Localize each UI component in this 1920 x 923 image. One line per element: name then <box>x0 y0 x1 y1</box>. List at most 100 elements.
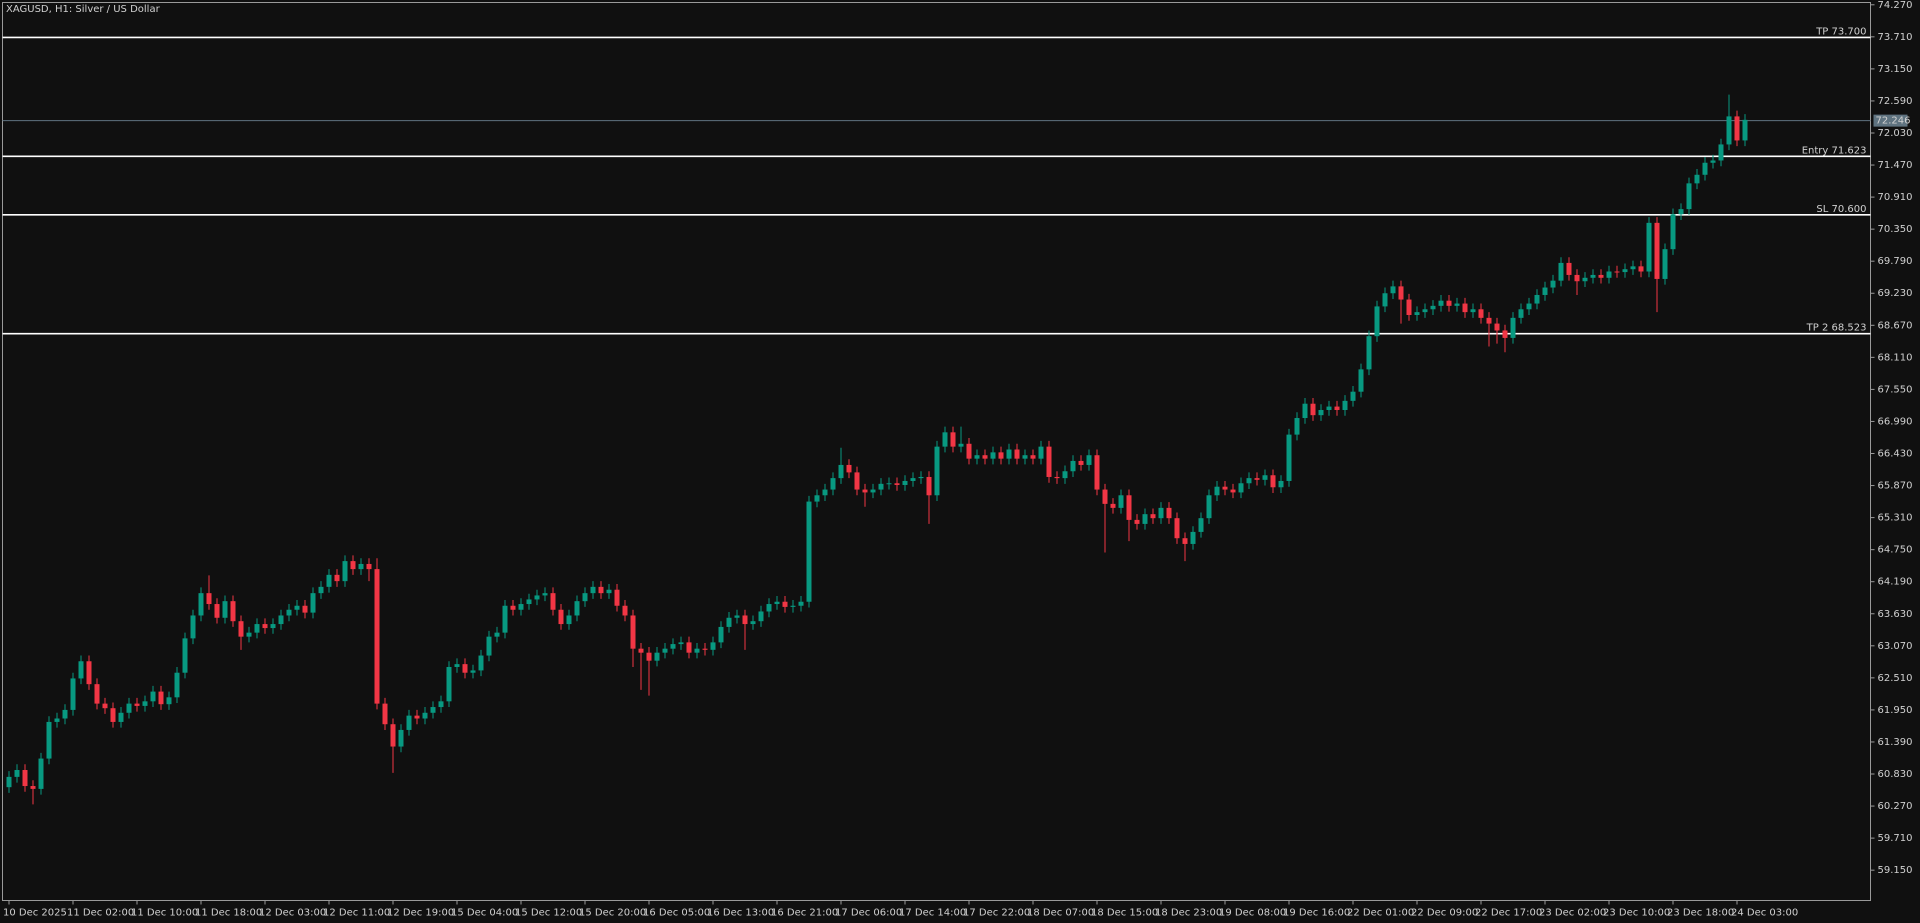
candle-body <box>310 593 316 613</box>
y-tick-label: 60.830 <box>1878 769 1913 780</box>
y-tick-label: 61.950 <box>1878 705 1913 716</box>
candle-body <box>302 605 308 613</box>
candle-body <box>1118 495 1124 508</box>
candle-body <box>1558 262 1564 281</box>
candle-body <box>1070 460 1076 472</box>
candle-body <box>558 609 564 625</box>
y-tick-label: 70.910 <box>1878 192 1913 203</box>
candle-body <box>1446 300 1452 306</box>
y-tick-label: 73.710 <box>1878 32 1913 43</box>
candle-body <box>1278 480 1284 488</box>
candle-body <box>1190 531 1196 544</box>
candle-body <box>118 712 124 722</box>
y-tick-label: 68.110 <box>1878 352 1913 363</box>
y-tick-label: 72.030 <box>1878 128 1913 139</box>
candle-body <box>1054 476 1060 479</box>
candle-body <box>678 642 684 645</box>
x-tick-label: 24 Dec 03:00 <box>1731 908 1798 919</box>
candle-body <box>1478 309 1484 318</box>
candle-body <box>918 476 924 479</box>
y-tick-label: 69.790 <box>1878 256 1913 267</box>
x-tick-label: 22 Dec 17:00 <box>1475 908 1542 919</box>
candle-body <box>702 648 708 650</box>
candle-body <box>190 615 196 639</box>
candle-body <box>782 601 788 607</box>
candle-body <box>862 489 868 493</box>
candle-body <box>1102 489 1108 504</box>
candle-body <box>134 703 140 706</box>
candle-body <box>590 586 596 594</box>
candle-body <box>606 589 612 594</box>
candle-body <box>54 718 60 722</box>
candle-body <box>1518 309 1524 318</box>
candle-body <box>246 632 252 637</box>
x-tick-label: 16 Dec 05:00 <box>643 908 710 919</box>
x-tick-label: 12 Dec 19:00 <box>387 908 454 919</box>
x-tick-label: 18 Dec 23:00 <box>1155 908 1222 919</box>
x-tick-label: 18 Dec 07:00 <box>1027 908 1094 919</box>
candle-body <box>534 595 540 600</box>
candle-body <box>1462 303 1468 313</box>
candle-body <box>1182 538 1188 544</box>
candle-body <box>1022 455 1028 459</box>
y-tick-label: 71.470 <box>1878 160 1913 171</box>
candle-body <box>1406 299 1412 315</box>
y-tick-label: 72.590 <box>1878 96 1913 107</box>
candle-body <box>518 604 524 610</box>
candle-body <box>1454 303 1460 306</box>
x-tick-label: 17 Dec 06:00 <box>835 908 902 919</box>
candle-body <box>1414 312 1420 315</box>
candle-body <box>910 478 916 481</box>
candle-body <box>798 601 804 606</box>
candle-body <box>1334 406 1340 411</box>
candle-body <box>542 593 548 596</box>
candle-body <box>70 678 76 710</box>
x-tick-label: 16 Dec 21:00 <box>771 908 838 919</box>
candle-body <box>62 709 68 719</box>
y-tick-label: 73.150 <box>1878 64 1913 75</box>
candle-body <box>1014 449 1020 459</box>
y-tick-label: 62.510 <box>1878 673 1913 684</box>
candle-body <box>1686 183 1692 210</box>
candle-body <box>38 758 44 789</box>
candle-body <box>478 655 484 671</box>
candle-body <box>1606 271 1612 278</box>
candle-body <box>1262 475 1268 480</box>
candle-body <box>982 455 988 459</box>
candle-body <box>990 452 996 459</box>
candle-body <box>1326 406 1332 411</box>
x-tick-label: 11 Dec 10:00 <box>131 908 198 919</box>
candle-body <box>1126 495 1132 520</box>
y-tick-label: 69.230 <box>1878 288 1913 299</box>
candle-body <box>1286 434 1292 481</box>
candle-body <box>390 724 396 747</box>
y-tick-label: 64.750 <box>1878 545 1913 556</box>
candle-body <box>422 712 428 719</box>
candle-body <box>1526 303 1532 310</box>
candle-body <box>110 708 116 722</box>
candle-body <box>550 593 556 610</box>
candle-body <box>1390 286 1396 294</box>
candle-body <box>238 621 244 637</box>
candle-body <box>878 483 884 490</box>
candle-body <box>950 432 956 447</box>
candle-body <box>526 599 532 605</box>
candle-body <box>1230 489 1236 493</box>
candle-body <box>1614 271 1620 273</box>
candle-body <box>414 715 420 719</box>
x-tick-label: 15 Dec 04:00 <box>451 908 518 919</box>
level-label: SL 70.600 <box>1816 204 1866 215</box>
candle-body <box>1206 495 1212 519</box>
candle-body <box>582 593 588 602</box>
candle-body <box>1318 410 1324 416</box>
candle-body <box>1438 300 1444 306</box>
candle-body <box>174 672 180 698</box>
candle-body <box>1254 478 1260 480</box>
candle-body <box>1350 391 1356 401</box>
candle-body <box>1590 274 1596 278</box>
candle-body <box>566 615 572 625</box>
candle-body <box>1726 116 1732 145</box>
candle-body <box>1422 309 1428 313</box>
